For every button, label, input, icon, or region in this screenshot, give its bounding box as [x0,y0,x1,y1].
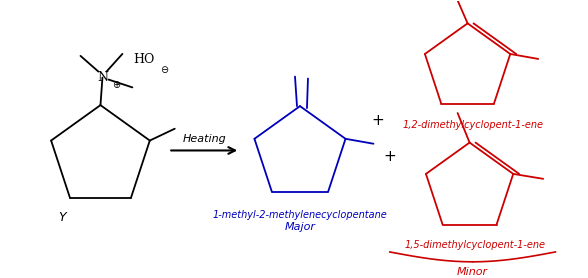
Text: ⊕: ⊕ [112,80,121,90]
Text: 1,5-dimethylcyclopent-1-ene: 1,5-dimethylcyclopent-1-ene [404,240,545,250]
Text: HO: HO [133,53,155,66]
Text: Y: Y [58,211,66,224]
Text: Major: Major [285,222,316,232]
Text: Heating: Heating [182,134,226,144]
Text: N: N [97,71,108,84]
Text: 1,2-dimethylcyclopent-1-ene: 1,2-dimethylcyclopent-1-ene [402,120,543,130]
Text: +: + [372,113,384,128]
Text: Minor: Minor [457,267,488,277]
Text: +: + [383,149,396,164]
Text: 1-methyl-2-methylenecyclopentane: 1-methyl-2-methylenecyclopentane [213,210,387,220]
Text: ⊖: ⊖ [161,65,168,75]
